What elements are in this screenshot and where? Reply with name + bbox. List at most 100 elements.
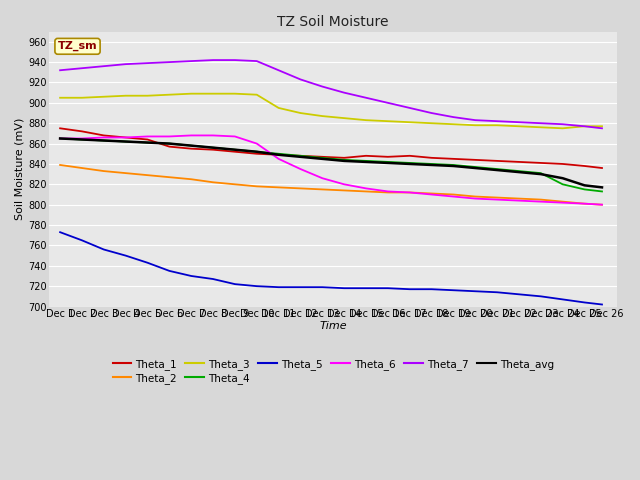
Theta_1 bbox=[122, 134, 129, 140]
Theta_7 bbox=[515, 120, 523, 125]
Theta_1 bbox=[166, 144, 173, 149]
Theta_3 bbox=[296, 110, 304, 116]
Theta_1 bbox=[56, 125, 64, 131]
Theta_avg bbox=[319, 156, 326, 162]
Theta_3 bbox=[406, 120, 413, 125]
Text: TZ_sm: TZ_sm bbox=[58, 41, 97, 51]
Theta_7 bbox=[296, 76, 304, 82]
Theta_avg bbox=[362, 159, 370, 165]
Theta_7 bbox=[340, 90, 348, 96]
Theta_4 bbox=[537, 170, 545, 176]
Theta_4 bbox=[253, 149, 260, 155]
Theta_2 bbox=[598, 202, 606, 207]
Line: Theta_3: Theta_3 bbox=[60, 94, 602, 128]
Theta_1 bbox=[143, 137, 151, 143]
Theta_3 bbox=[362, 117, 370, 123]
Theta_7 bbox=[493, 118, 501, 124]
Theta_3 bbox=[253, 92, 260, 97]
Theta_6 bbox=[384, 189, 392, 194]
Theta_7 bbox=[449, 114, 457, 120]
X-axis label: Time: Time bbox=[319, 321, 347, 331]
Theta_6 bbox=[143, 133, 151, 139]
Theta_2 bbox=[122, 170, 129, 176]
Theta_2 bbox=[362, 189, 370, 194]
Theta_4 bbox=[296, 153, 304, 159]
Theta_7 bbox=[143, 60, 151, 66]
Theta_avg bbox=[580, 182, 588, 188]
Theta_avg bbox=[166, 141, 173, 146]
Theta_4 bbox=[56, 136, 64, 142]
Theta_1 bbox=[275, 152, 282, 157]
Theta_2 bbox=[406, 190, 413, 195]
Theta_6 bbox=[78, 136, 86, 142]
Theta_7 bbox=[275, 67, 282, 73]
Theta_7 bbox=[209, 57, 217, 63]
Theta_avg bbox=[340, 158, 348, 164]
Theta_6 bbox=[559, 200, 566, 205]
Theta_1 bbox=[493, 158, 501, 164]
Theta_1 bbox=[209, 147, 217, 153]
Line: Theta_6: Theta_6 bbox=[60, 135, 602, 204]
Theta_5 bbox=[78, 238, 86, 243]
Theta_6 bbox=[580, 201, 588, 206]
Theta_5 bbox=[598, 301, 606, 307]
Theta_6 bbox=[122, 134, 129, 140]
Theta_avg bbox=[122, 139, 129, 144]
Theta_3 bbox=[340, 115, 348, 121]
Theta_6 bbox=[340, 181, 348, 187]
Theta_2 bbox=[449, 192, 457, 197]
Theta_avg bbox=[472, 165, 479, 171]
Theta_1 bbox=[296, 153, 304, 159]
Theta_5 bbox=[275, 284, 282, 290]
Theta_2 bbox=[296, 185, 304, 191]
Theta_1 bbox=[406, 153, 413, 159]
Theta_2 bbox=[143, 172, 151, 178]
Theta_5 bbox=[56, 229, 64, 235]
Theta_3 bbox=[143, 93, 151, 98]
Theta_4 bbox=[362, 158, 370, 164]
Theta_1 bbox=[559, 161, 566, 167]
Theta_5 bbox=[143, 260, 151, 265]
Theta_2 bbox=[559, 199, 566, 204]
Theta_2 bbox=[340, 188, 348, 193]
Theta_avg bbox=[56, 136, 64, 142]
Theta_3 bbox=[493, 122, 501, 128]
Theta_6 bbox=[362, 185, 370, 191]
Theta_6 bbox=[253, 141, 260, 146]
Theta_6 bbox=[319, 175, 326, 181]
Theta_6 bbox=[428, 192, 435, 197]
Theta_1 bbox=[362, 153, 370, 159]
Theta_4 bbox=[559, 181, 566, 187]
Theta_avg bbox=[537, 171, 545, 177]
Theta_2 bbox=[56, 162, 64, 168]
Theta_avg bbox=[428, 162, 435, 168]
Theta_1 bbox=[449, 156, 457, 162]
Theta_4 bbox=[384, 159, 392, 165]
Theta_4 bbox=[428, 161, 435, 167]
Theta_4 bbox=[275, 151, 282, 156]
Line: Theta_1: Theta_1 bbox=[60, 128, 602, 168]
Theta_avg bbox=[209, 145, 217, 151]
Theta_4 bbox=[100, 138, 108, 144]
Theta_5 bbox=[472, 288, 479, 294]
Theta_avg bbox=[100, 138, 108, 144]
Y-axis label: Soil Moisture (mV): Soil Moisture (mV) bbox=[15, 118, 25, 220]
Theta_2 bbox=[428, 191, 435, 196]
Theta_7 bbox=[472, 117, 479, 123]
Theta_5 bbox=[362, 285, 370, 291]
Theta_3 bbox=[56, 95, 64, 101]
Theta_3 bbox=[598, 123, 606, 129]
Theta_3 bbox=[78, 95, 86, 101]
Theta_avg bbox=[515, 169, 523, 175]
Theta_6 bbox=[166, 133, 173, 139]
Theta_2 bbox=[515, 196, 523, 202]
Theta_5 bbox=[340, 285, 348, 291]
Theta_4 bbox=[166, 141, 173, 146]
Theta_7 bbox=[580, 123, 588, 129]
Theta_3 bbox=[449, 121, 457, 127]
Theta_7 bbox=[319, 84, 326, 89]
Theta_4 bbox=[449, 162, 457, 168]
Theta_3 bbox=[231, 91, 239, 96]
Theta_4 bbox=[122, 139, 129, 144]
Theta_avg bbox=[253, 149, 260, 155]
